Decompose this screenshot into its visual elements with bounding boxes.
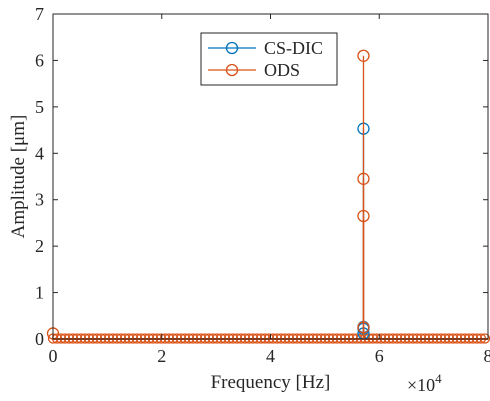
y-tick-label: 5 xyxy=(35,97,44,117)
legend-marker-ods xyxy=(225,63,239,77)
ods-point xyxy=(357,209,370,223)
legend-label-cs-dic: CS-DIC xyxy=(264,38,323,58)
y-tick-label: 0 xyxy=(35,329,44,349)
legend-label-ods: ODS xyxy=(264,60,300,80)
y-tick-label: 6 xyxy=(35,50,44,70)
x-tick-label: 0 xyxy=(49,346,58,366)
ods-point xyxy=(357,49,370,62)
x-tick-label: 2 xyxy=(157,346,166,366)
y-tick-label: 1 xyxy=(35,283,44,303)
x-axis-label: Frequency [Hz] xyxy=(211,372,331,393)
y-tick-label: 3 xyxy=(35,190,44,210)
y-tick-label: 7 xyxy=(35,4,44,24)
x-axis-multiplier: ×104 xyxy=(407,371,442,395)
x-tick-label: 6 xyxy=(375,346,384,366)
ods-point xyxy=(357,172,370,185)
x-axis-multiplier-base: ×10 xyxy=(407,375,435,395)
series-ods xyxy=(46,49,370,340)
chart-marks xyxy=(46,49,490,344)
x-axis-multiplier-exponent: 4 xyxy=(435,371,442,386)
x-tick-label: 8 xyxy=(484,346,490,366)
x-tick-label: 4 xyxy=(266,346,275,366)
ods-point xyxy=(357,321,370,334)
y-tick-label: 2 xyxy=(35,236,44,256)
axis-ticks: 0 2 4 6 8 0 1 2 3 4 5 6 7 xyxy=(35,4,490,366)
y-axis-label: Amplitude [μm] xyxy=(8,115,29,239)
y-tick-label: 4 xyxy=(35,143,44,163)
legend-marker-cs-dic xyxy=(225,41,239,55)
legend-box xyxy=(200,32,338,86)
